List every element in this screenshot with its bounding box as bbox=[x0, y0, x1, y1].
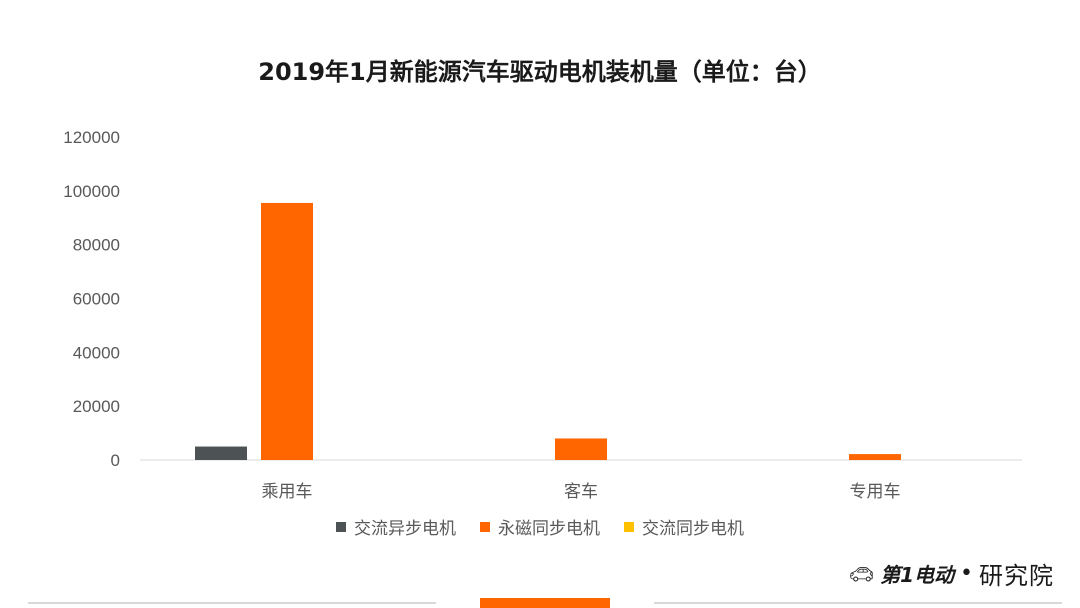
legend-item: 交流异步电机 bbox=[336, 514, 456, 539]
legend-item: 交流同步电机 bbox=[624, 514, 744, 539]
logo-brand: 第1电动 bbox=[880, 563, 955, 587]
footer-divider-right bbox=[654, 602, 1062, 604]
legend-label: 永磁同步电机 bbox=[498, 519, 600, 539]
y-tick-label: 100000 bbox=[63, 182, 120, 201]
x-tick-label: 专用车 bbox=[850, 482, 901, 502]
legend-label: 交流同步电机 bbox=[642, 519, 744, 539]
y-tick-label: 60000 bbox=[73, 290, 120, 309]
footer-accent-bar bbox=[480, 598, 610, 608]
chart-title: 2019年1月新能源汽车驱动电机装机量（单位：台） bbox=[258, 58, 822, 86]
y-tick-label: 40000 bbox=[73, 343, 120, 362]
bar bbox=[195, 446, 247, 460]
y-tick-label: 0 bbox=[111, 451, 120, 470]
legend-swatch bbox=[480, 521, 490, 532]
chart-legend: 交流异步电机 永磁同步电机 交流同步电机 bbox=[0, 514, 1080, 539]
y-tick-label: 120000 bbox=[63, 128, 120, 147]
x-tick-label: 乘用车 bbox=[262, 482, 313, 502]
brand-logo: 🚗︎ 第1电动 • 研究院 bbox=[849, 556, 1054, 591]
logo-separator: • bbox=[960, 561, 973, 586]
logo-institute: 研究院 bbox=[979, 562, 1054, 590]
x-tick-label: 客车 bbox=[564, 482, 598, 502]
car-icon: 🚗︎ bbox=[848, 561, 875, 586]
y-tick-label: 20000 bbox=[73, 397, 120, 416]
chart-plot: 0 20000 40000 60000 80000 100000 120000 乘用车 客车 专用… bbox=[63, 128, 1022, 502]
legend-label: 交流异步电机 bbox=[354, 519, 456, 539]
footer-divider-left bbox=[28, 602, 436, 604]
legend-swatch bbox=[336, 521, 346, 532]
legend-swatch bbox=[624, 521, 634, 532]
y-tick-label: 80000 bbox=[73, 236, 120, 255]
bar bbox=[849, 454, 901, 460]
bar bbox=[555, 438, 607, 460]
legend-item: 永磁同步电机 bbox=[480, 514, 600, 539]
bar bbox=[261, 202, 313, 460]
